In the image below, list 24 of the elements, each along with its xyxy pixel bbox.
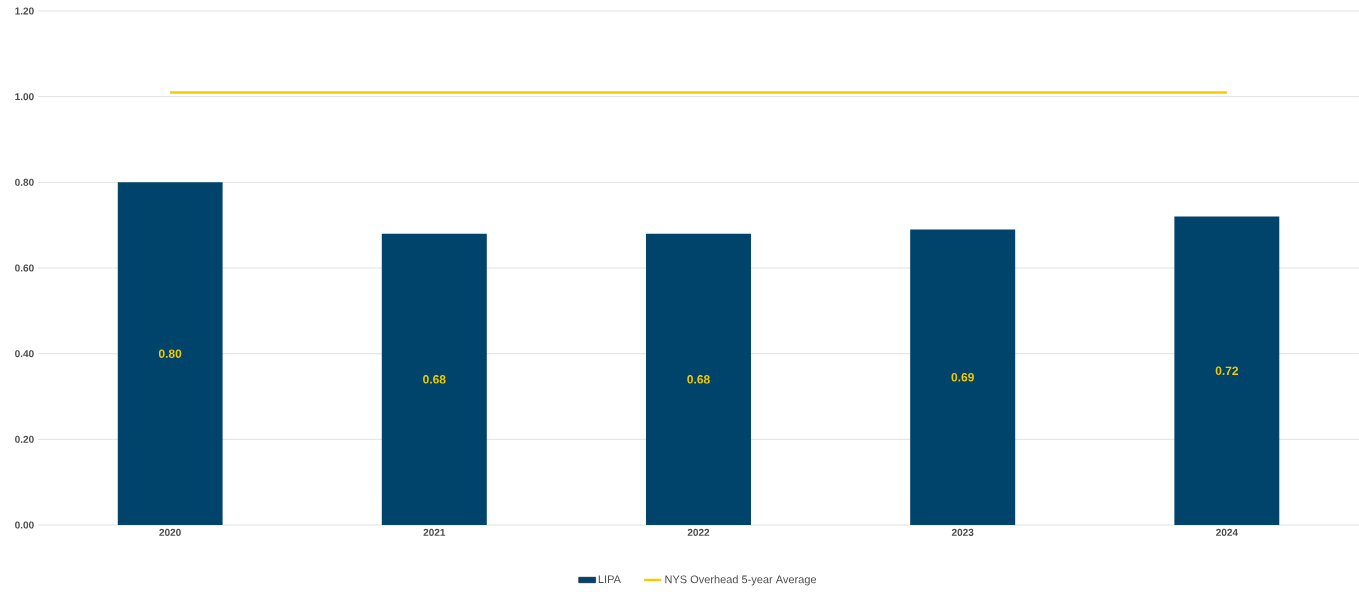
data-label: 0.80 (158, 349, 182, 358)
x-tick-label: 2020 (159, 528, 181, 536)
x-tick-label: 2024 (1216, 528, 1238, 536)
data-label: 0.68 (687, 375, 710, 384)
y-tick-label: 1.20 (15, 7, 34, 15)
data-label: 0.72 (1215, 366, 1239, 376)
y-tick-label: 0.20 (15, 435, 34, 443)
bar (645, 233, 751, 525)
bar (1174, 216, 1280, 525)
y-tick-label: 0.60 (15, 264, 34, 272)
x-tick-label: 2021 (423, 528, 446, 536)
y-tick-label: 0.00 (15, 521, 34, 529)
bar (117, 182, 223, 525)
bar (910, 229, 1016, 525)
data-label: 0.68 (423, 375, 446, 384)
legend-label: LIPA (598, 575, 621, 583)
bar (381, 233, 487, 525)
x-tick-label: 2023 (951, 528, 974, 536)
x-tick-label: 2022 (687, 528, 710, 536)
y-tick-label: 0.80 (15, 178, 34, 186)
y-tick-label: 1.00 (15, 93, 34, 101)
data-label: 0.69 (951, 372, 974, 382)
legend-label: NYS Overhead 5-year Average (665, 575, 817, 586)
y-tick-label: 0.40 (15, 350, 34, 358)
